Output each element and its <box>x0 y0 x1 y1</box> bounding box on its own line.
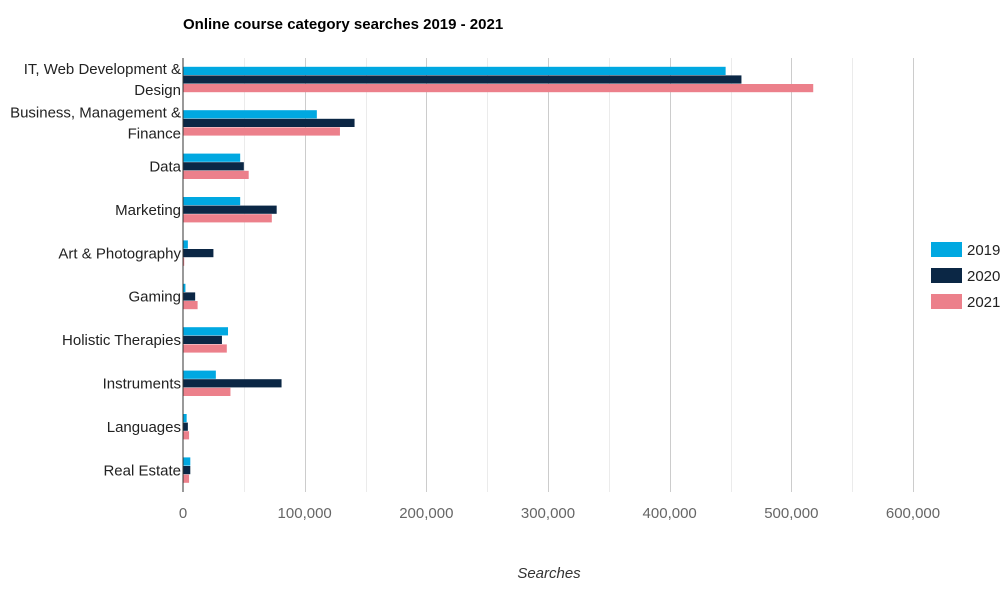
x-tick-label: 500,000 <box>764 505 818 522</box>
bar-2020 <box>183 249 214 258</box>
bar-2020 <box>183 379 282 388</box>
bar-2019 <box>183 414 187 423</box>
category-label: Instruments <box>103 376 181 393</box>
bar-2020 <box>183 75 742 84</box>
x-tick-label: 200,000 <box>399 505 453 522</box>
bar-2021 <box>183 301 198 310</box>
category-label-line: Languages <box>107 419 181 436</box>
chart-title: Online course category searches 2019 - 2… <box>183 16 504 33</box>
category-label-line: Business, Management & <box>10 105 181 122</box>
bar-2021 <box>183 214 272 223</box>
bar-2019 <box>183 283 186 292</box>
bar-2021 <box>183 170 249 179</box>
category-label-line: Art & Photography <box>58 245 181 262</box>
x-tick-labels: 0 100,000 200,000 300,000 400,000 500,000 600,… <box>179 505 940 522</box>
category-label-line: Gaming <box>128 289 181 306</box>
legend-label-2019: 2019 <box>967 242 1000 259</box>
x-tick-label: 0 <box>179 505 187 522</box>
category-label: Holistic Therapies <box>62 332 181 349</box>
bar-2021 <box>183 84 814 93</box>
category-label: Business, Management & Finance <box>10 105 181 143</box>
category-label-line: Finance <box>128 126 181 143</box>
bar-2020 <box>183 162 244 171</box>
category-label: Real Estate <box>103 462 181 479</box>
bar-2021 <box>183 344 227 353</box>
category-label: IT, Web Development & Design <box>24 61 181 99</box>
bar-2020 <box>183 335 222 344</box>
bar-2019 <box>183 370 216 379</box>
x-tick-label: 400,000 <box>643 505 697 522</box>
x-axis-title: Searches <box>517 565 581 582</box>
category-labels: IT, Web Development & Design Business, Man… <box>10 61 182 479</box>
legend-label-2020: 2020 <box>967 268 1000 285</box>
bar-2019 <box>183 327 229 336</box>
bars <box>183 66 814 483</box>
bar-2019 <box>183 457 191 466</box>
legend-label-2021: 2021 <box>967 294 1000 311</box>
bar-2019 <box>183 66 726 75</box>
category-label: Gaming <box>128 289 181 306</box>
bar-2019 <box>183 153 241 162</box>
bar-2020 <box>183 118 355 127</box>
category-label-line: Design <box>134 82 181 99</box>
bar-2021 <box>183 127 340 136</box>
bar-2020 <box>183 292 196 301</box>
category-label-line: Data <box>149 159 181 176</box>
category-label: Languages <box>107 419 181 436</box>
bar-2021 <box>183 431 190 440</box>
category-label-line: Instruments <box>103 376 181 393</box>
x-tick-label: 300,000 <box>521 505 575 522</box>
category-label: Data <box>149 159 181 176</box>
bar-2019 <box>183 197 241 206</box>
bar-2021 <box>183 474 190 483</box>
legend: 2019 2020 2021 <box>931 242 1000 311</box>
bar-2020 <box>183 466 191 475</box>
bar-2021 <box>183 387 231 396</box>
bar-2020 <box>183 205 277 214</box>
x-tick-label: 100,000 <box>278 505 332 522</box>
gridlines <box>244 58 914 492</box>
bar-2021 <box>183 257 185 266</box>
category-label: Marketing <box>115 202 181 219</box>
category-label-line: IT, Web Development & <box>24 61 181 78</box>
category-label: Art & Photography <box>58 245 181 262</box>
legend-swatch-2020 <box>931 268 962 283</box>
category-label-line: Marketing <box>115 202 181 219</box>
bar-2019 <box>183 240 188 249</box>
x-tick-label: 600,000 <box>886 505 940 522</box>
category-label-line: Real Estate <box>103 462 181 479</box>
legend-swatch-2021 <box>931 294 962 309</box>
category-label-line: Holistic Therapies <box>62 332 181 349</box>
legend-swatch-2019 <box>931 242 962 257</box>
bar-2020 <box>183 422 188 431</box>
bar-2019 <box>183 110 317 119</box>
